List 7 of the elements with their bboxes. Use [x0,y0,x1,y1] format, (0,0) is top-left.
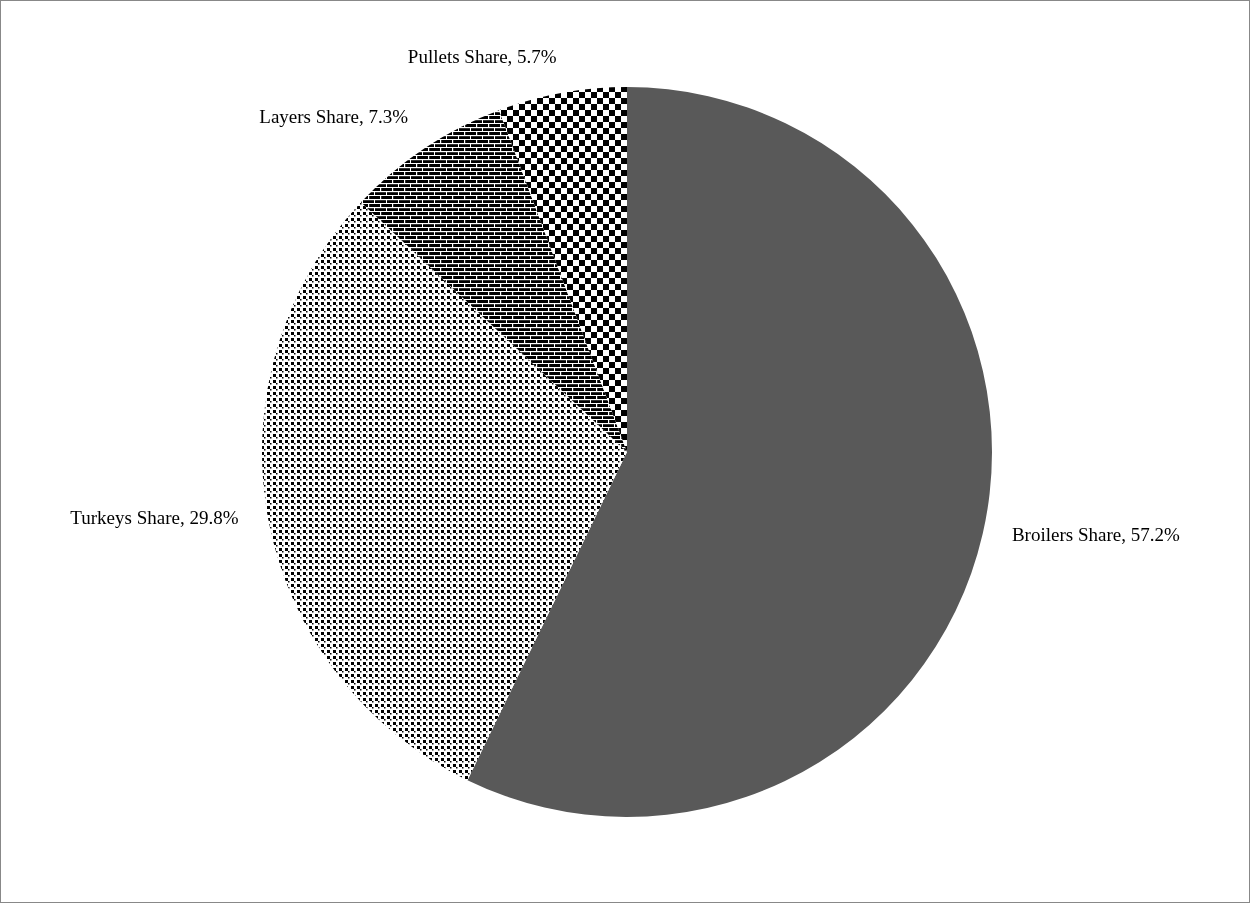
slice-label: Layers Share, 7.3% [259,106,409,128]
pie-slice [262,202,627,781]
slice-label: Broilers Share, 57.2% [1011,523,1180,545]
slice-label: Turkeys Share, 29.8% [70,506,239,528]
pie-slice [467,87,992,817]
pie-slice [499,87,627,452]
slice-label: Pullets Share, 5.7% [407,46,557,68]
